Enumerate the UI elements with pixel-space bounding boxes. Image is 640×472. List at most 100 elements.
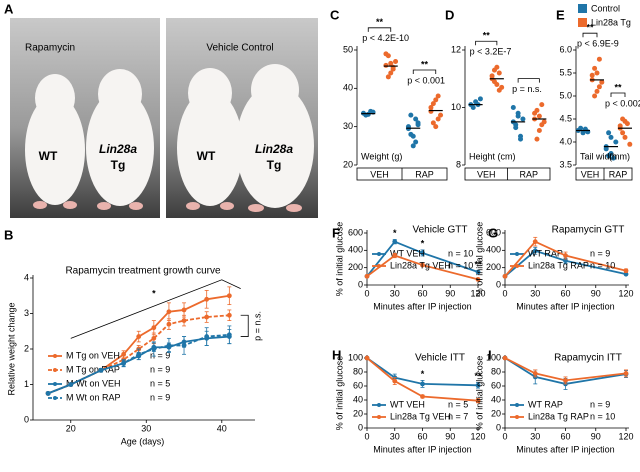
y-tick-label: 0 — [496, 279, 501, 289]
dot — [393, 59, 399, 64]
p-value: p < 3.2E-7 — [470, 47, 512, 57]
marker — [420, 250, 425, 256]
dot — [594, 88, 600, 94]
dot — [603, 146, 609, 152]
dot — [627, 141, 633, 147]
legend-note: n = 10 — [590, 411, 615, 421]
photo-title: Rapamycin — [25, 43, 75, 54]
x-tick-label: RAP — [519, 169, 538, 179]
dot — [388, 70, 394, 76]
x-tick-label: 30 — [390, 288, 400, 298]
panel-label: B — [4, 227, 13, 242]
y-tick-label: 40 — [491, 394, 501, 404]
panel-label: C — [330, 7, 340, 22]
marker — [623, 271, 629, 277]
x-tick-label: 90 — [445, 431, 455, 441]
x-tick-label: 0 — [364, 288, 369, 298]
bracket — [240, 314, 249, 337]
dot — [430, 101, 436, 107]
marker — [532, 248, 538, 254]
x-tick-label: 90 — [591, 431, 601, 441]
significance: ** — [483, 31, 491, 41]
panel-label: A — [4, 1, 14, 16]
dot — [596, 84, 602, 90]
y-tick-label: 3 — [24, 308, 29, 318]
dot — [592, 65, 598, 71]
legend-label: M Wt on VEH — [66, 378, 121, 388]
marker — [420, 262, 425, 268]
dot — [515, 113, 521, 119]
dot — [608, 134, 614, 140]
dot — [580, 130, 586, 136]
legend-note: n = 7 — [448, 411, 468, 421]
panel-label: H — [332, 347, 341, 362]
chart-title: Rapamycin treatment growth curve — [65, 266, 221, 277]
legend-note: n = 10 — [590, 260, 615, 270]
dot — [534, 136, 540, 142]
marker — [364, 273, 370, 279]
mouse-label: WT — [197, 149, 216, 163]
y-tick-label: 50 — [343, 44, 353, 54]
y-tick-label: 0 — [358, 422, 363, 432]
marker — [420, 381, 425, 387]
bracket — [70, 279, 241, 339]
y-tick-label: 200 — [486, 262, 501, 272]
legend-label: WT RAP — [528, 248, 563, 258]
legend-label: M Tg on VEH — [66, 350, 120, 360]
bracket — [367, 27, 392, 32]
legend-marker — [53, 382, 57, 386]
y-tick-label: 40 — [353, 394, 363, 404]
chart-title: Rapamycin GTT — [552, 225, 625, 236]
dot — [415, 122, 421, 128]
bracket — [475, 40, 498, 46]
y-axis-label: % of initial glucose — [334, 222, 344, 297]
y-tick-label: 20 — [491, 408, 501, 418]
dot — [489, 73, 495, 79]
dot — [518, 136, 524, 142]
legend-marker — [515, 252, 519, 256]
y-tick-label: 600 — [348, 227, 363, 237]
legend-label: Lin28a Tg RAP — [528, 260, 589, 270]
p-value: p = n.s. — [512, 84, 542, 94]
x-tick-label: 0 — [502, 288, 507, 298]
dot — [622, 118, 628, 124]
marker — [226, 332, 232, 338]
panel-label: I — [488, 347, 492, 362]
x-tick-label: VEH — [370, 169, 389, 179]
bracket — [610, 92, 626, 97]
dot — [622, 134, 628, 140]
legend-marker — [377, 264, 381, 268]
x-tick-label: 120 — [618, 431, 633, 441]
dot — [496, 70, 502, 76]
dot — [491, 79, 497, 85]
legend-label: Lin28a Tg — [591, 17, 631, 27]
y-tick-label: 30 — [343, 121, 353, 131]
dot — [620, 130, 626, 136]
y-tick-label: 400 — [486, 245, 501, 255]
marker — [181, 318, 187, 323]
significance: * — [421, 369, 425, 379]
x-tick-label: 0 — [364, 431, 369, 441]
significance: ** — [614, 82, 622, 92]
x-axis-label: Minutes after IP injection — [516, 444, 614, 454]
panel-label: G — [488, 225, 498, 240]
marker — [623, 371, 629, 376]
dot — [408, 112, 414, 118]
significance: ** — [586, 23, 594, 33]
dot — [435, 93, 441, 99]
legend-label: M Tg on RAP — [66, 364, 120, 374]
marker — [532, 239, 538, 245]
marker — [181, 307, 187, 313]
marker — [563, 378, 568, 383]
marker — [121, 360, 127, 366]
y-tick-label: 20 — [343, 159, 353, 169]
legend-swatch — [578, 18, 587, 27]
y-tick-label: 5.0 — [559, 90, 572, 100]
significance: ** — [474, 371, 482, 381]
marker — [151, 335, 157, 341]
legend-marker — [377, 415, 381, 419]
y-tick-label: 1 — [24, 379, 29, 389]
y-axis-label: Weight (g) — [361, 151, 402, 161]
y-tick-label: 10 — [451, 102, 461, 112]
legend-label: Lin28a Tg RAP — [528, 411, 589, 421]
